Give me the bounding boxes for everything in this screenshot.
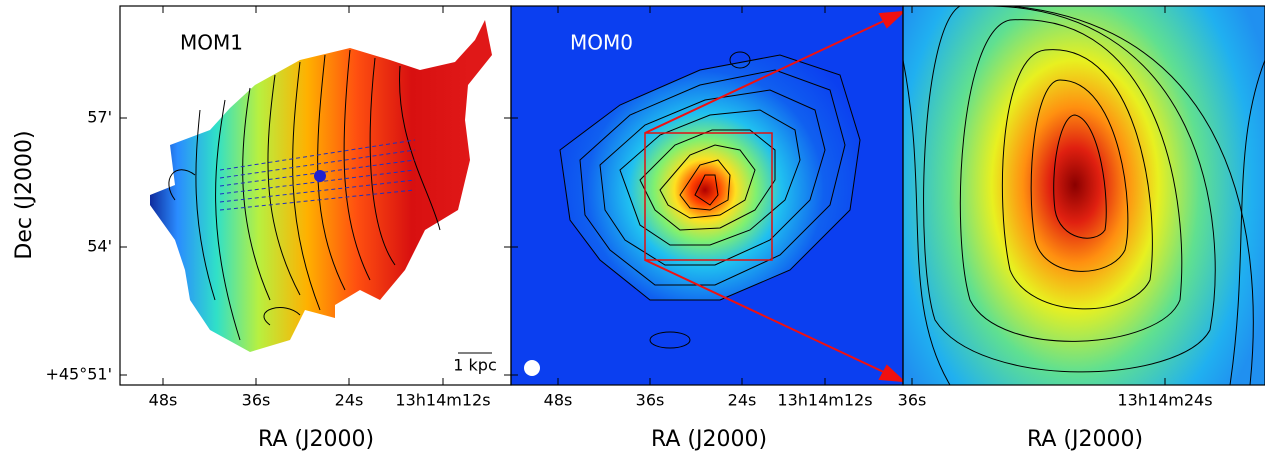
x-tick-label: 36s xyxy=(242,391,271,410)
panel-label: MOM1 xyxy=(180,31,243,55)
x-axis-title: RA (J2000) xyxy=(1027,427,1143,452)
x-tick-label: 13h14m12s xyxy=(777,391,872,410)
x-tick-label: 48s xyxy=(544,391,573,410)
x-tick-label: 48s xyxy=(149,391,178,410)
y-tick-label: 57' xyxy=(87,108,112,127)
mom0-panel xyxy=(511,6,906,385)
mom1-panel xyxy=(120,6,511,385)
zoom-panel xyxy=(903,6,1265,385)
y-axis-title: Dec (J2000) xyxy=(12,130,37,259)
y-tick-label: +45°51' xyxy=(45,365,112,384)
x-tick-label: 13h14m24s xyxy=(1117,391,1212,410)
x-axis-title: RA (J2000) xyxy=(258,427,374,452)
y-tick-label: 54' xyxy=(87,237,112,256)
x-tick-label: 24s xyxy=(335,391,364,410)
x-tick-label: 13h14m12s xyxy=(395,391,490,410)
x-tick-label: 24s xyxy=(728,391,757,410)
panel-label: MOM0 xyxy=(570,31,633,55)
x-tick-label: 36s xyxy=(636,391,665,410)
x-axis-title: RA (J2000) xyxy=(651,427,767,452)
x-tick-label: 36s xyxy=(898,391,927,410)
scale-bar-label: 1 kpc xyxy=(453,356,496,375)
